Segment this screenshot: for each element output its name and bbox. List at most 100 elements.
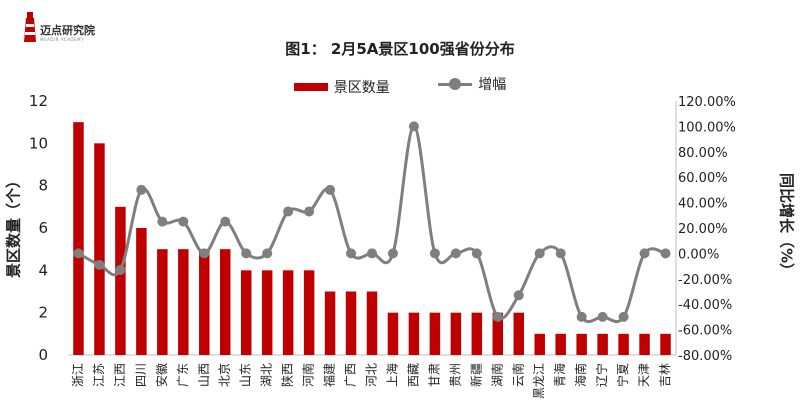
bar: [429, 312, 441, 355]
growth-point: [178, 216, 189, 227]
x-tick-label: 广西: [344, 363, 358, 387]
growth-point: [513, 290, 524, 301]
x-tick-label: 安徽: [154, 363, 169, 387]
x-tick-label: 北京: [218, 363, 232, 387]
bar: [408, 312, 420, 355]
growth-line: [77, 124, 666, 324]
growth-point: [115, 264, 126, 275]
growth-point: [639, 248, 650, 259]
growth-point: [429, 248, 440, 259]
legend-item-bar: 景区数量: [293, 77, 390, 97]
legend-label-line: 增幅: [478, 77, 507, 93]
bar: [94, 143, 105, 355]
growth-point: [157, 216, 168, 227]
y2-tick-label: 80.00%: [678, 146, 728, 161]
y2-tick-label: 60.00%: [678, 171, 728, 186]
y2-tick-label: -20.00%: [678, 273, 732, 288]
x-tick-label: 海南: [573, 363, 588, 387]
x-tick-label: 黑龙江: [532, 363, 546, 399]
x-tick-label: 山西: [197, 363, 211, 387]
growth-point: [408, 121, 419, 132]
legend-swatch-bar: [293, 83, 328, 91]
growth-point: [73, 248, 84, 259]
lighthouse-icon: [24, 12, 36, 42]
bar: [576, 333, 587, 355]
x-tick-label: 福建: [322, 363, 337, 387]
growth-point: [450, 248, 461, 259]
y-tick-label: 10: [29, 134, 48, 152]
growth-point: [262, 248, 273, 259]
brand-subtitle: MEADIN ACADEMY: [40, 37, 84, 42]
bar: [115, 206, 126, 355]
bar: [639, 333, 650, 355]
growth-point: [618, 311, 629, 322]
x-tick-label: 浙江: [71, 363, 85, 387]
bar: [303, 270, 315, 355]
bar: [555, 333, 566, 355]
growth-point: [597, 311, 608, 322]
growth-point: [283, 206, 294, 217]
x-tick-label: 辽宁: [594, 363, 609, 387]
bar: [660, 333, 671, 355]
x-tick-label: 河南: [301, 363, 316, 387]
x-tick-label: 山东: [239, 363, 253, 387]
x-tick-label: 甘肃: [427, 363, 441, 387]
y2-tick-label: 0.00%: [678, 247, 719, 262]
legend: 景区数量 增幅: [0, 74, 800, 97]
bar: [324, 291, 336, 355]
x-tick-label: 江西: [113, 363, 127, 387]
x-tick-label: 天津: [637, 363, 651, 387]
x-tick-label: 湖北: [259, 363, 274, 387]
bar: [345, 291, 357, 355]
bar: [282, 270, 294, 355]
growth-point: [241, 248, 252, 259]
y-tick-label: 2: [38, 304, 48, 322]
x-tick-label: 青海: [552, 363, 567, 387]
x-tick-label: 江苏: [92, 363, 106, 387]
x-tick-label: 宁夏: [615, 363, 630, 387]
growth-point: [492, 311, 503, 322]
growth-point: [199, 248, 210, 259]
bar: [597, 333, 608, 355]
growth-point: [304, 206, 315, 217]
bar: [220, 249, 231, 355]
growth-point: [367, 248, 377, 259]
brand-name: 迈点研究院: [40, 24, 95, 37]
y-tick-label: 12: [29, 92, 48, 110]
x-tick-label: 云南: [510, 363, 525, 387]
y2-tick-label: 120.00%: [678, 95, 736, 110]
growth-point: [220, 216, 231, 227]
legend-item-line: 增幅: [438, 74, 506, 94]
bar: [178, 249, 189, 355]
growth-point: [471, 248, 482, 259]
growth-point: [555, 248, 566, 259]
x-tick-label: 上海: [384, 363, 399, 387]
y2-tick-label: 100.00%: [678, 120, 736, 135]
growth-point: [660, 248, 671, 259]
legend-label-bar: 景区数量: [333, 80, 390, 96]
bar: [136, 228, 147, 355]
growth-point: [576, 311, 587, 322]
bar: [157, 249, 168, 355]
x-tick-label: 贵州: [448, 363, 462, 387]
y2-tick-label: 20.00%: [678, 222, 728, 237]
bar: [73, 122, 84, 356]
bar: [534, 333, 545, 355]
x-tick-label: 新疆: [468, 363, 483, 387]
y2-tick-label: -80.00%: [678, 349, 732, 364]
bar: [471, 312, 483, 355]
y-tick-label: 8: [38, 177, 48, 195]
bar: [199, 249, 210, 355]
growth-point: [387, 248, 398, 259]
chart-title: 图1： 2月5A景区100强省份分布: [285, 40, 515, 58]
bar: [618, 333, 629, 355]
x-tick-label: 河北: [365, 363, 379, 387]
x-tick-label: 吉林: [658, 363, 672, 387]
y-tick-label: 4: [38, 261, 48, 279]
growth-point: [136, 184, 147, 195]
y2-tick-label: -60.00%: [678, 324, 732, 339]
x-tick-label: 广东: [176, 363, 190, 387]
y-tick-label: 6: [38, 219, 48, 237]
y2-tick-label: -40.00%: [678, 298, 732, 313]
bar: [387, 312, 399, 355]
